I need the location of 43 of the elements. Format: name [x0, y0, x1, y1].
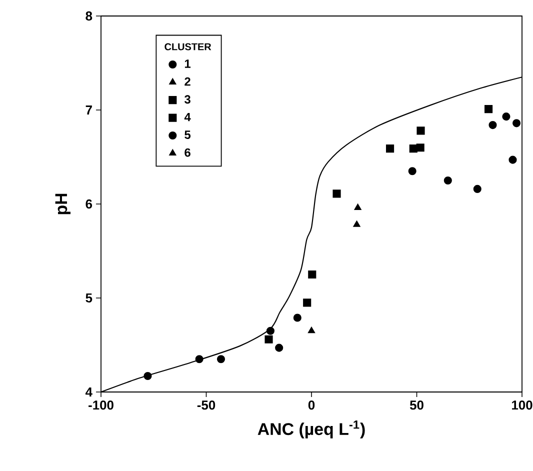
point — [332, 190, 341, 198]
y-tick-label: 8 — [86, 11, 92, 21]
x-tick-label: -50 — [197, 400, 216, 410]
legend-label: 1 — [184, 60, 191, 68]
point — [416, 144, 424, 152]
y-tick-label: 5 — [86, 293, 92, 303]
point — [508, 156, 517, 164]
y-tick-label: 4 — [86, 388, 92, 396]
point — [408, 167, 416, 176]
legend-label: 3 — [184, 95, 190, 104]
point — [144, 372, 152, 380]
legend-label: 4 — [184, 112, 191, 122]
point — [473, 184, 482, 193]
y-tick-label: 7 — [86, 106, 92, 114]
point — [353, 220, 360, 227]
point — [216, 355, 226, 364]
point — [444, 176, 452, 185]
x-axis-title: ANC (µeq L$^{-1}$) — [258, 420, 365, 438]
point — [308, 326, 316, 334]
point — [266, 326, 274, 335]
point — [303, 298, 312, 307]
point — [512, 119, 521, 128]
legend-label: 2 — [184, 77, 190, 86]
point — [195, 355, 204, 364]
point — [308, 270, 316, 279]
x-tick-label: 50 — [410, 400, 424, 410]
x-tick-label: 0 — [308, 400, 315, 410]
point — [502, 112, 510, 121]
legend-label: 5 — [184, 130, 191, 139]
point — [293, 314, 302, 322]
x-tick-label: 100 — [512, 400, 532, 410]
point — [484, 105, 493, 114]
point — [488, 121, 497, 130]
y-tick-label: 6 — [86, 199, 92, 209]
point — [416, 126, 425, 135]
point — [354, 204, 362, 210]
point — [264, 335, 273, 344]
x-tick-label: -100 — [88, 400, 114, 410]
point — [275, 344, 284, 352]
point — [386, 144, 394, 153]
legend-label: 6 — [184, 148, 190, 157]
y-axis-title: pH — [55, 194, 70, 214]
legend-title: CLUSTER — [164, 43, 212, 50]
